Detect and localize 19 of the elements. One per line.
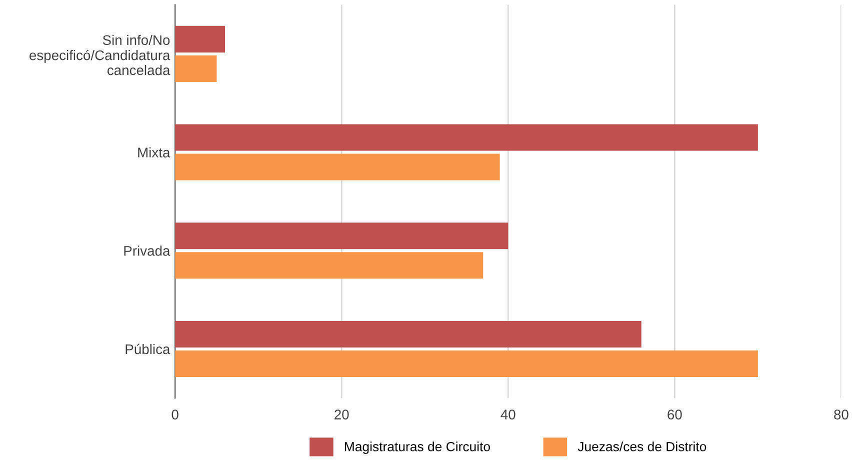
legend-label: Magistraturas de Circuito: [344, 442, 490, 454]
x-tick-label: 60: [668, 410, 682, 420]
bar: [175, 26, 226, 52]
y-tick-label: Pública: [126, 344, 170, 354]
x-tick-label: 0: [172, 410, 178, 420]
bar: [175, 55, 217, 82]
y-tick-label: Mixta: [138, 147, 170, 158]
y-tick-label: Sin info/No especificó/Candidatura cancelada: [30, 34, 170, 76]
bar: [175, 252, 484, 279]
y-tick-label: Privada: [124, 246, 170, 256]
bar: [175, 320, 642, 348]
x-tick-label: 40: [500, 410, 516, 420]
x-tick-label: 20: [334, 410, 349, 420]
bar: [175, 222, 508, 250]
bar: [175, 350, 758, 378]
bar: [175, 124, 758, 151]
legend-label: Juezas/ces de Distrito: [578, 442, 706, 452]
bar: [175, 154, 500, 180]
x-tick-label: 80: [834, 410, 848, 420]
